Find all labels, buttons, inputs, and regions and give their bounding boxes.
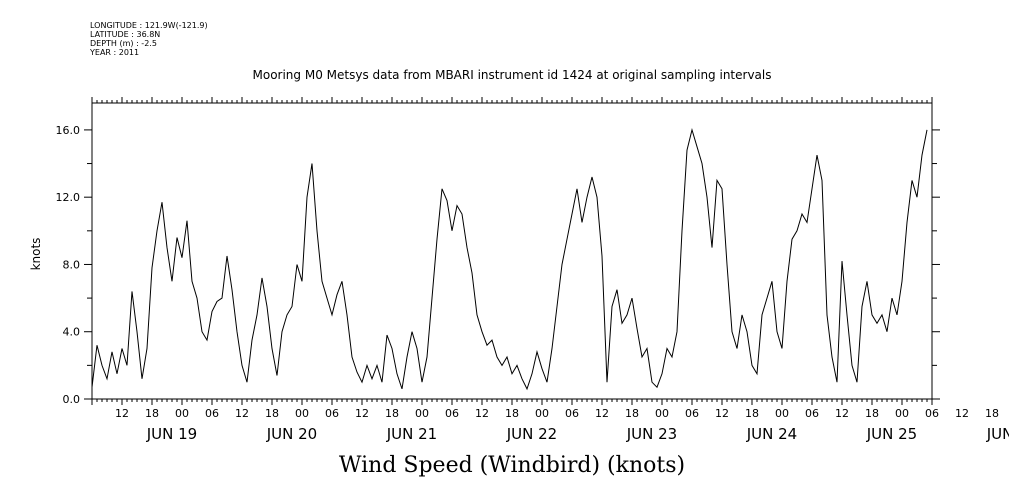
plot-frame — [91, 102, 933, 400]
x-hour-tick-label: 18 — [145, 407, 159, 420]
x-day-label: JUN 19 — [146, 425, 197, 443]
x-hour-tick-label: 12 — [355, 407, 369, 420]
longitude-label: LONGITUDE : 121.9W(-121.9) — [90, 21, 208, 30]
x-hour-tick-label: 06 — [205, 407, 219, 420]
x-hour-tick-label: 18 — [745, 407, 759, 420]
latitude-label: LATITUDE : 36.8N — [90, 30, 161, 39]
x-axis-title: Wind Speed (Windbird) (knots) — [338, 453, 686, 478]
x-hour-tick-label: 18 — [865, 407, 879, 420]
x-hour-tick-label: 06 — [925, 407, 939, 420]
x-hour-tick-label: 18 — [265, 407, 279, 420]
x-hour-tick-label: 18 — [625, 407, 639, 420]
x-hour-tick-label: 06 — [685, 407, 699, 420]
y-tick-label: 16.0 — [56, 124, 81, 137]
y-tick-label: 0.0 — [63, 393, 81, 406]
x-hour-tick-label: 00 — [175, 407, 189, 420]
x-day-label: JUN 24 — [746, 425, 797, 443]
y-tick-label: 4.0 — [63, 326, 81, 339]
depth-label: DEPTH (m) : -2.5 — [90, 39, 157, 48]
x-hour-tick-label: 12 — [595, 407, 609, 420]
x-hour-tick-label: 12 — [955, 407, 969, 420]
x-day-label: JUN 21 — [386, 425, 437, 443]
x-hour-tick-label: 00 — [655, 407, 669, 420]
x-day-label: JUN 20 — [266, 425, 317, 443]
x-hour-tick-label: 06 — [805, 407, 819, 420]
x-hour-tick-label: 00 — [895, 407, 909, 420]
wind-speed-series-line — [91, 127, 928, 391]
x-hour-tick-label: 18 — [385, 407, 399, 420]
x-hour-tick-label: 12 — [235, 407, 249, 420]
x-hour-tick-label: 06 — [445, 407, 459, 420]
location-metadata: LONGITUDE : 121.9W(-121.9) LATITUDE : 36… — [90, 21, 208, 57]
chart-title: Mooring M0 Metsys data from MBARI instru… — [252, 68, 772, 82]
x-hour-tick-label: 12 — [115, 407, 129, 420]
y-tick-label: 8.0 — [63, 258, 81, 271]
x-hour-tick-label: 00 — [775, 407, 789, 420]
x-hour-tick-label: 06 — [565, 407, 579, 420]
y-tick-label: 12.0 — [56, 191, 81, 204]
x-day-label: JUN 26 — [986, 425, 1009, 443]
x-hour-tick-label: 12 — [475, 407, 489, 420]
x-hour-tick-label: 12 — [715, 407, 729, 420]
x-hour-tick-label: 18 — [985, 407, 999, 420]
x-hour-tick-label: 00 — [415, 407, 429, 420]
x-day-label: JUN 25 — [866, 425, 917, 443]
x-hour-tick-label: 18 — [505, 407, 519, 420]
x-hour-tick-label: 12 — [835, 407, 849, 420]
x-hour-tick-label: 06 — [325, 407, 339, 420]
x-hour-tick-label: 00 — [535, 407, 549, 420]
y-axis-label: knots — [29, 238, 43, 271]
year-label: YEAR : 2011 — [90, 48, 140, 57]
x-hour-tick-label: 00 — [295, 407, 309, 420]
x-day-label: JUN 22 — [506, 425, 557, 443]
x-day-label: JUN 23 — [626, 425, 677, 443]
